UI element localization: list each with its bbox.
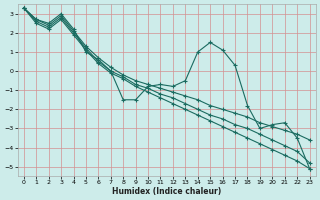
X-axis label: Humidex (Indice chaleur): Humidex (Indice chaleur) — [112, 187, 221, 196]
